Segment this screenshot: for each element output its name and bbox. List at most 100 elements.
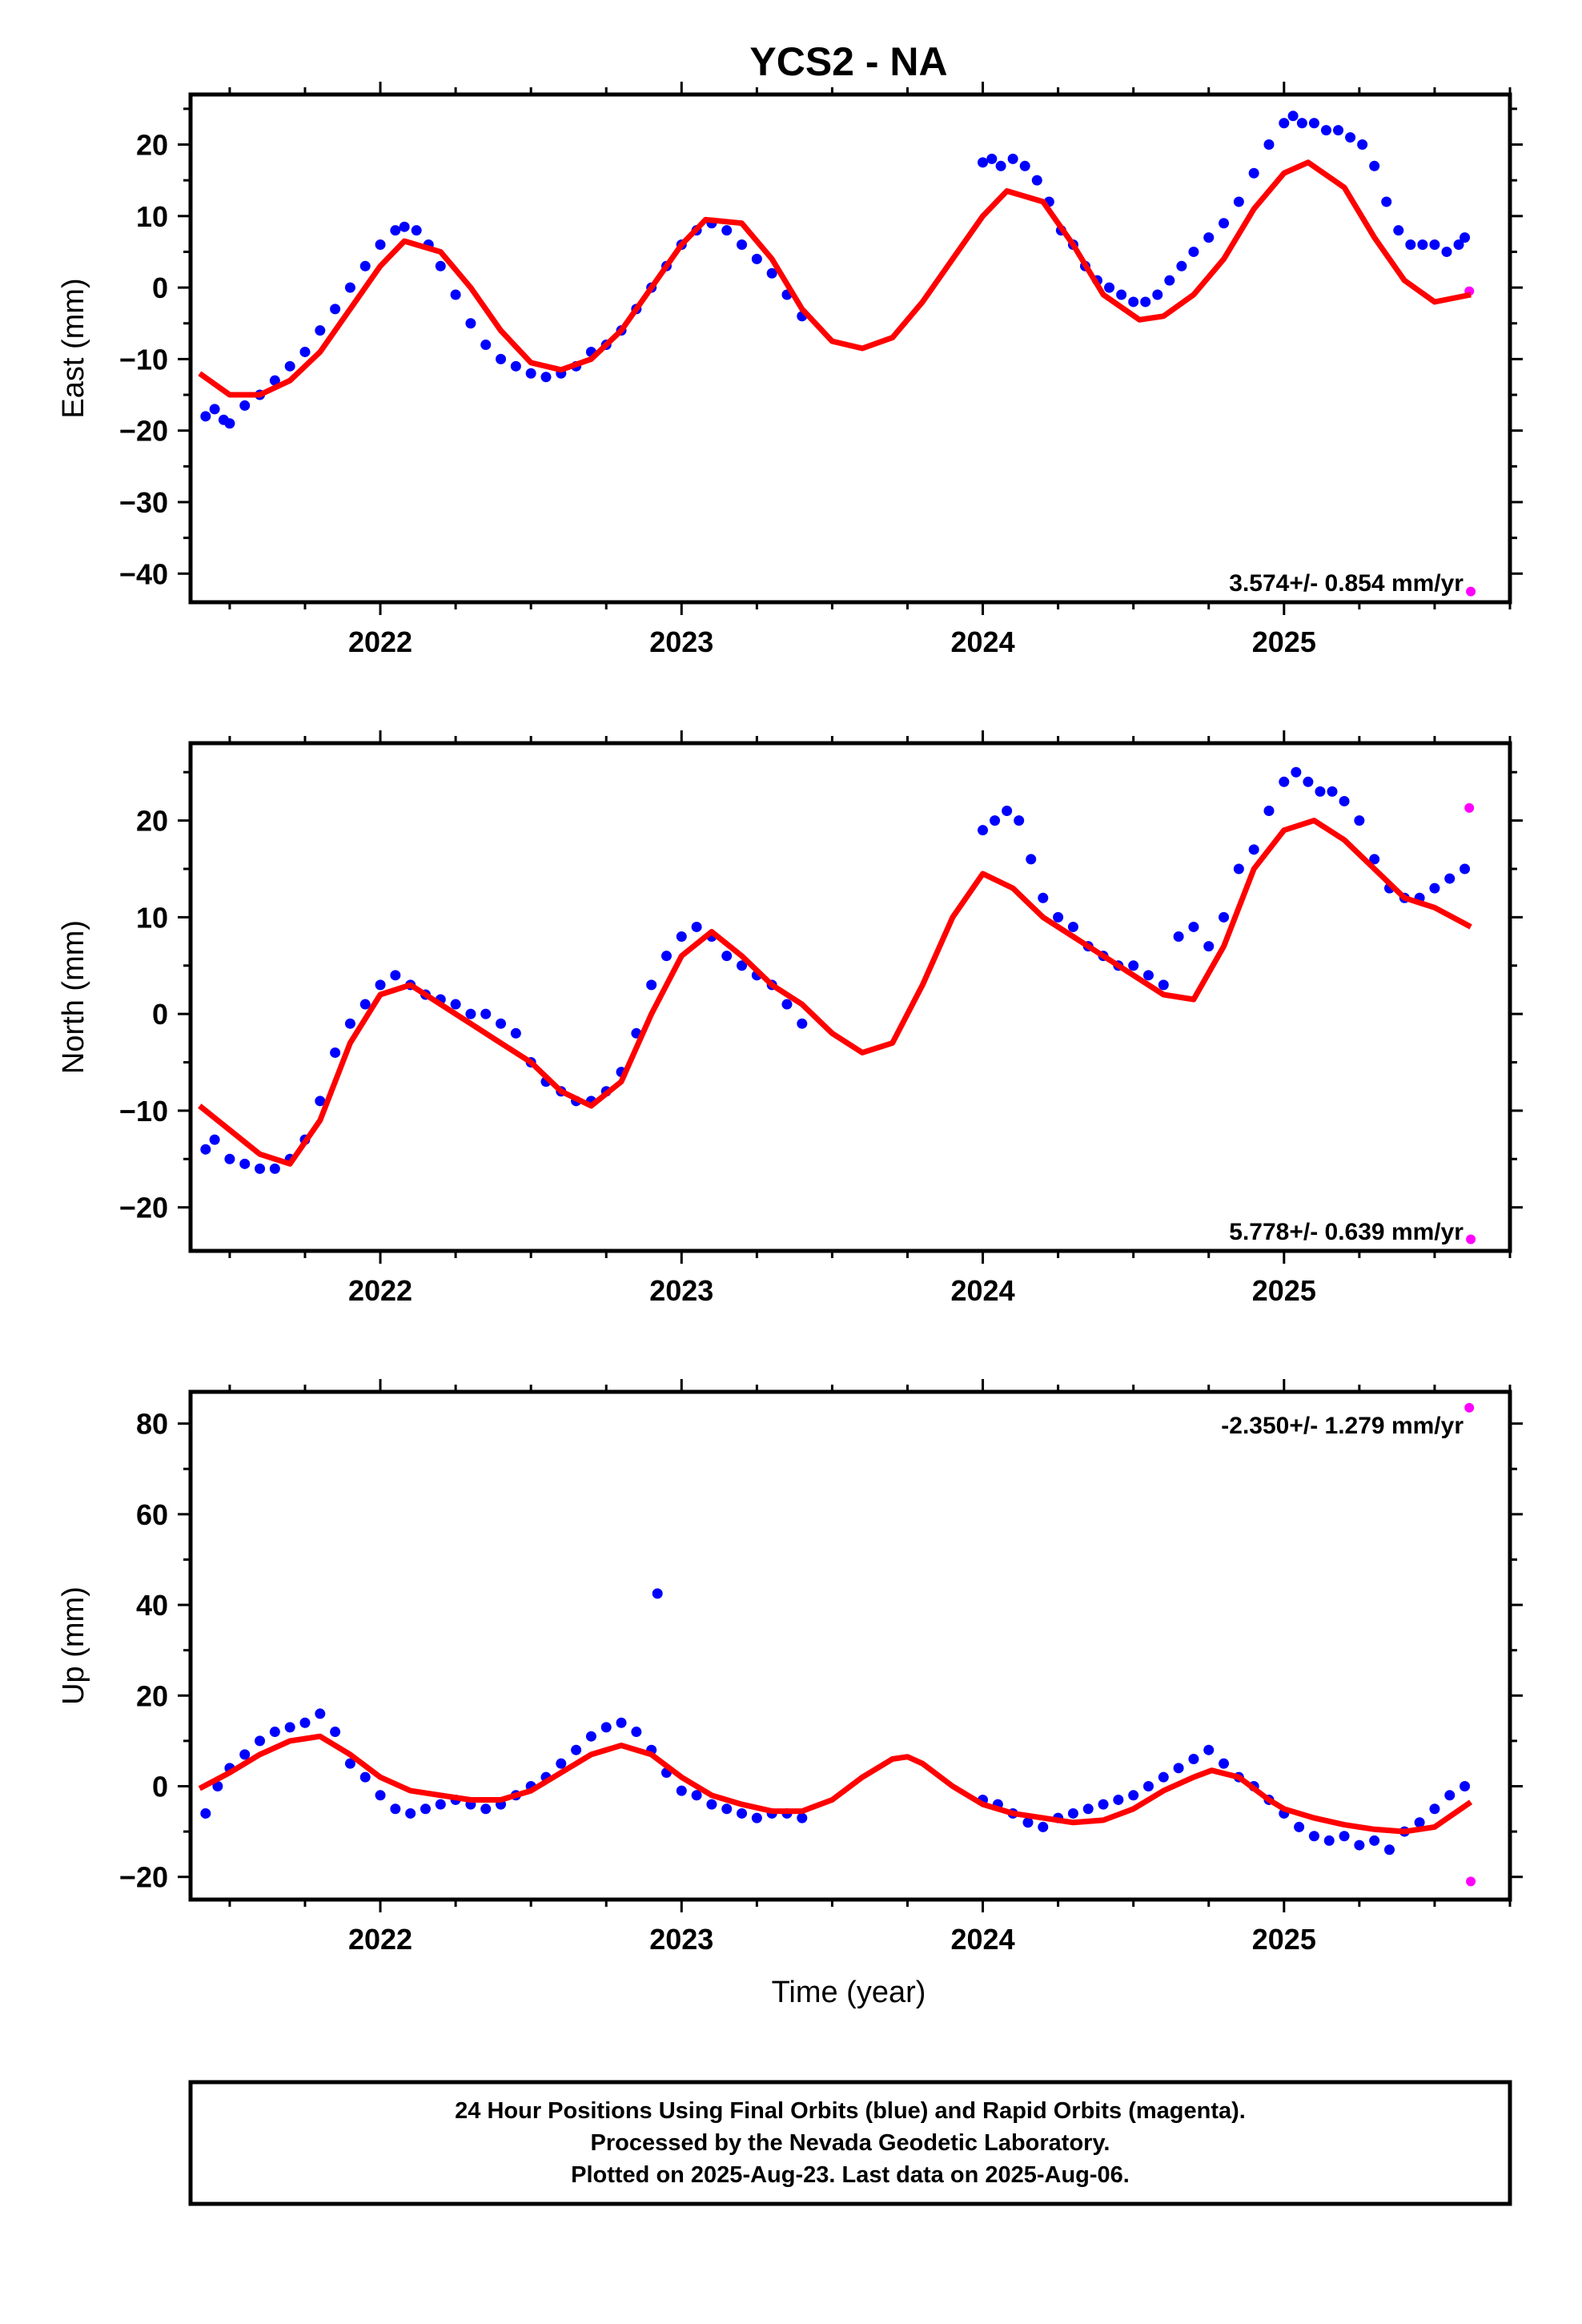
north-final-point xyxy=(510,1027,521,1039)
north-final-point xyxy=(1142,970,1154,981)
north-y-axis-title: North (mm) xyxy=(57,920,90,1074)
east-panel: 2022 2023 2024 2025 20 10 0 −10 −20 −30 −40 East (m… xyxy=(57,82,1523,658)
footer-box: 24 Hour Positions Using Final Orbits (bl… xyxy=(188,2080,1512,2206)
north-plot-frame xyxy=(188,741,1512,1253)
north-rapid-point xyxy=(1464,802,1475,813)
north-final-point xyxy=(1203,941,1215,952)
east-final-point xyxy=(375,239,386,251)
up-final-point xyxy=(435,1799,446,1810)
north-final-point xyxy=(390,970,401,981)
north-final-point xyxy=(1460,863,1471,875)
east-final-point xyxy=(995,160,1006,171)
north-rate-label: 5.778+/- 0.639 mm/yr xyxy=(1229,1219,1464,1245)
up-final-point xyxy=(631,1727,642,1738)
east-final-point xyxy=(1128,296,1139,308)
east-x-tick-label: 2022 xyxy=(348,625,412,658)
north-final-point xyxy=(1158,979,1169,991)
north-final-point xyxy=(691,921,702,932)
up-final-point xyxy=(571,1744,582,1755)
up-final-point xyxy=(721,1803,733,1815)
up-plot-frame xyxy=(188,1389,1512,1902)
up-final-point xyxy=(1414,1817,1425,1828)
north-x-tick-label: 2025 xyxy=(1252,1274,1316,1307)
east-final-point xyxy=(1219,218,1230,229)
east-final-point xyxy=(1320,125,1331,136)
east-final-point xyxy=(359,260,371,271)
up-final-point xyxy=(1022,1817,1034,1828)
up-final-point xyxy=(1444,1790,1456,1801)
east-final-point xyxy=(540,372,552,383)
north-y-tick-label: −10 xyxy=(119,1095,168,1128)
east-final-point xyxy=(465,318,476,329)
north-final-point xyxy=(375,979,386,991)
north-final-point xyxy=(1014,815,1025,826)
east-final-point xyxy=(411,225,422,236)
north-final-point xyxy=(269,1163,280,1174)
up-final-point xyxy=(390,1803,401,1815)
north-final-point xyxy=(1002,806,1013,817)
east-final-point xyxy=(330,304,341,315)
east-y-tick-label: 10 xyxy=(136,200,168,233)
footer-line-1: 24 Hour Positions Using Final Orbits (bl… xyxy=(455,2098,1246,2124)
north-final-point xyxy=(1291,766,1302,778)
east-final-point xyxy=(986,153,998,164)
east-final-point xyxy=(510,360,521,372)
up-final-point xyxy=(1142,1780,1154,1791)
up-rapid-point xyxy=(1464,1402,1475,1413)
north-final-point xyxy=(1354,815,1365,826)
north-final-point xyxy=(1173,931,1184,943)
up-final-point xyxy=(1098,1799,1109,1810)
east-final-point xyxy=(1019,160,1030,171)
north-final-point xyxy=(315,1096,326,1107)
north-final-point xyxy=(344,1018,355,1029)
up-final-point xyxy=(1173,1763,1184,1774)
east-y-axis-title: East (mm) xyxy=(57,278,90,418)
up-y-axis-title: Up (mm) xyxy=(57,1586,90,1705)
up-rapid-point xyxy=(1466,1876,1476,1887)
north-rapid-point xyxy=(1466,1234,1476,1244)
east-final-point xyxy=(269,375,280,386)
north-y-tick-label: 10 xyxy=(136,901,168,934)
east-final-point xyxy=(1429,239,1440,251)
up-final-point xyxy=(315,1708,326,1719)
up-final-point xyxy=(255,1735,266,1747)
up-final-point xyxy=(359,1771,371,1783)
up-y-tick-label: 80 xyxy=(136,1408,168,1441)
up-final-point xyxy=(1113,1794,1124,1805)
up-final-point xyxy=(239,1749,251,1760)
north-final-point xyxy=(1327,786,1338,797)
up-series-rapid xyxy=(1464,1402,1476,1887)
east-final-point xyxy=(344,282,355,293)
east-final-point xyxy=(1007,153,1018,164)
east-final-point xyxy=(1345,132,1356,143)
footer-line-2: Processed by the Nevada Geodetic Laborat… xyxy=(591,2130,1110,2156)
east-final-point xyxy=(435,260,446,271)
east-final-point xyxy=(751,253,762,264)
north-final-point xyxy=(1026,854,1037,865)
east-final-point xyxy=(1393,225,1404,236)
up-final-point xyxy=(1323,1835,1335,1846)
east-final-point xyxy=(1357,139,1368,151)
north-x-tick-label: 2023 xyxy=(649,1274,713,1307)
east-y-tick-label: −30 xyxy=(119,486,168,519)
north-y-tick-label: −20 xyxy=(119,1192,168,1224)
up-final-point xyxy=(212,1780,223,1791)
east-final-point xyxy=(525,368,536,379)
east-final-point xyxy=(1308,118,1319,129)
east-rate-label: 3.574+/- 0.854 mm/yr xyxy=(1229,570,1464,597)
up-final-point xyxy=(751,1812,762,1823)
north-final-point xyxy=(1128,960,1139,971)
up-final-point xyxy=(344,1758,355,1769)
north-final-point xyxy=(496,1018,507,1029)
up-final-point xyxy=(616,1717,627,1728)
up-final-point xyxy=(269,1727,280,1738)
up-final-point xyxy=(585,1731,596,1742)
north-final-point xyxy=(1188,921,1199,932)
north-series-rapid xyxy=(1464,802,1476,1244)
north-final-point xyxy=(1303,776,1314,787)
north-final-point xyxy=(1315,786,1326,797)
east-final-point xyxy=(1140,296,1151,308)
east-final-point xyxy=(766,267,777,279)
up-final-point xyxy=(1460,1780,1471,1791)
east-final-point xyxy=(1460,232,1471,243)
